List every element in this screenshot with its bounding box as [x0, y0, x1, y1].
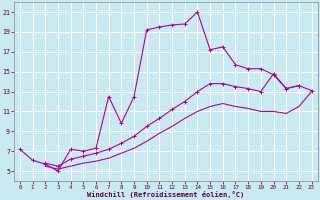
X-axis label: Windchill (Refroidissement éolien,°C): Windchill (Refroidissement éolien,°C): [87, 191, 244, 198]
